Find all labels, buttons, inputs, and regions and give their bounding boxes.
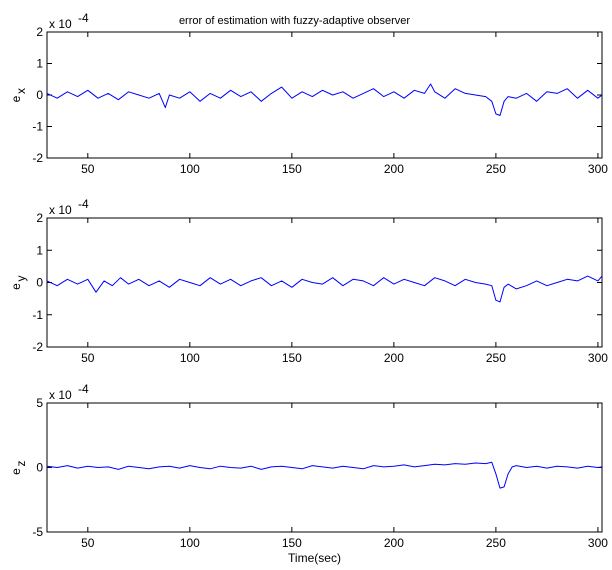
plot-frame	[46, 31, 603, 159]
chart-title: error of estimation with fuzzy-adaptive …	[179, 15, 410, 27]
x-tick-label: 250	[486, 536, 506, 550]
x-tick-label: 50	[81, 536, 95, 550]
x-tick-label: 150	[282, 351, 302, 365]
y-axis-label: ey	[9, 276, 28, 290]
subplot-ex: 50 100 150 200 250 300 -2 -1 0 1 2 x 10 -4 ex error of…	[9, 11, 608, 176]
y-tick-label: -1	[32, 308, 43, 322]
y-exponent-label: x 10	[49, 388, 72, 402]
y-tick-label: 1	[36, 57, 43, 71]
x-tick-label: 50	[81, 351, 95, 365]
y-tick-label: -2	[32, 340, 43, 354]
x-axis-label: Time(sec)	[288, 551, 341, 565]
x-tick-label: 100	[180, 162, 200, 176]
y-tick-label: 0	[36, 88, 43, 102]
y-axis-label-subscript: x	[14, 88, 28, 94]
x-tick-label: 300	[588, 351, 608, 365]
x-tick-label: 200	[384, 351, 404, 365]
x-tick-label: 250	[486, 162, 506, 176]
series-line	[46, 275, 603, 303]
y-tick-label: -2	[32, 151, 43, 165]
x-tick-label: 300	[588, 536, 608, 550]
y-axis-label-subscript: z	[14, 461, 28, 467]
y-axis-label: ez	[9, 461, 28, 475]
y-tick-label: 5	[36, 396, 43, 410]
y-tick-label: 0	[36, 276, 43, 290]
x-tick-label: 100	[180, 351, 200, 365]
x-tick-label: 50	[81, 162, 95, 176]
y-axis-label-main: e	[9, 283, 23, 290]
y-axis-label-main: e	[9, 468, 23, 475]
y-axis-label-main: e	[9, 95, 23, 102]
x-tick-label: 250	[486, 351, 506, 365]
series-line	[46, 83, 603, 116]
y-exponent-label: x 10	[49, 17, 72, 31]
y-axis-label-subscript: y	[14, 276, 28, 282]
x-tick-label: 300	[588, 162, 608, 176]
x-tick-label: 100	[180, 536, 200, 550]
y-exponent-power: -4	[78, 382, 89, 396]
y-exponent-label: x 10	[49, 203, 72, 217]
y-tick-label: -1	[32, 120, 43, 134]
y-exponent-power: -4	[78, 11, 89, 25]
subplot-ey: 50 100 150 200 250 300 -2 -1 0 1 2 x 10 -4 ey	[9, 197, 608, 365]
y-axis-label: ex	[9, 88, 28, 102]
y-tick-label: 2	[36, 25, 43, 39]
y-exponent-power: -4	[78, 197, 89, 211]
y-tick-label: 2	[36, 211, 43, 225]
x-tick-label: 150	[282, 536, 302, 550]
x-tick-label: 200	[384, 536, 404, 550]
subplot-ez: 50 100 150 200 250 300 -5 0 5 x 10 -4 ez Time(sec)	[9, 382, 608, 565]
y-tick-label: 0	[36, 461, 43, 475]
y-tick-label: -5	[32, 525, 43, 539]
y-tick-label: 1	[36, 243, 43, 257]
x-tick-label: 200	[384, 162, 404, 176]
x-tick-label: 150	[282, 162, 302, 176]
series-line	[46, 461, 603, 489]
